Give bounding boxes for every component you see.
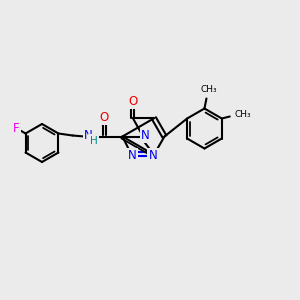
Text: N: N [141,129,150,142]
Text: O: O [100,111,109,124]
Text: H: H [90,136,97,146]
Text: N: N [148,149,157,162]
Text: N: N [128,149,136,162]
Text: O: O [128,95,138,108]
Text: CH₃: CH₃ [235,110,251,119]
Text: F: F [13,122,19,134]
Text: N: N [84,129,93,142]
Text: CH₃: CH₃ [200,85,217,94]
